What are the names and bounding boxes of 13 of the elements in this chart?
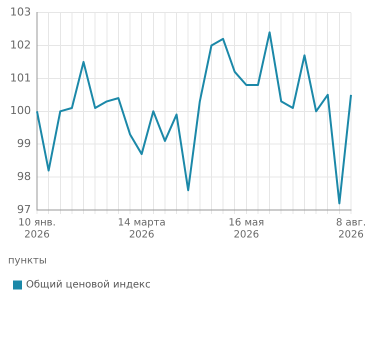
- x-tick-label: 10 янв. 2026: [18, 218, 56, 241]
- y-tick-label: 99: [16, 137, 31, 150]
- y-tick-label: 97: [16, 202, 31, 216]
- x-tick-label: 8 авг. 2026: [336, 218, 366, 241]
- x-tick-label: 14 марта 2026: [118, 218, 166, 241]
- legend-label: Общий ценовой индекс: [26, 280, 151, 291]
- y-tick-label: 103: [10, 5, 31, 18]
- y-tick-label: 101: [10, 71, 31, 84]
- y-tick-label: 102: [10, 38, 31, 52]
- x-tick-label: 16 мая 2026: [228, 218, 264, 241]
- y-tick-label: 100: [10, 104, 31, 118]
- text: пункты: [8, 256, 47, 267]
- y-tick-label: 98: [16, 170, 31, 183]
